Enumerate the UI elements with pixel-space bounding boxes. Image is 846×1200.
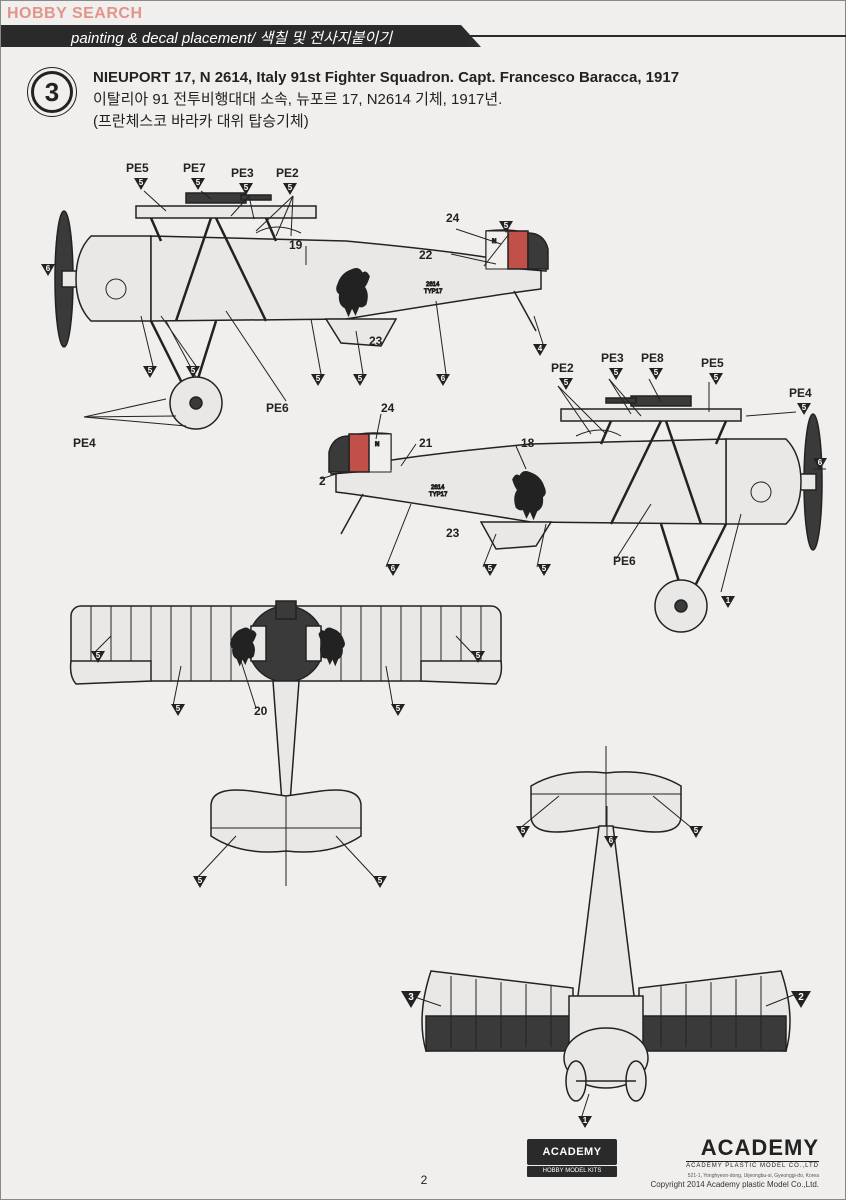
svg-text:TYP17: TYP17 (424, 289, 443, 295)
callout-label: 20 (254, 704, 267, 718)
callout-label: PE3 (601, 351, 624, 365)
callout-triangle: 5 (537, 564, 551, 576)
callout-label: 21 (419, 436, 432, 450)
watermark-main: HOBBY SEARCH (7, 5, 143, 23)
scheme-title-kr2: (프란체스코 바라카 대위 탑승기체) (93, 111, 679, 133)
scheme-number: 3 (31, 71, 73, 113)
callout-triangle: 5 (143, 366, 157, 378)
callout-triangle: 4 (533, 344, 547, 356)
callout-label: 24 (446, 211, 459, 225)
svg-text:TYP17: TYP17 (429, 492, 448, 498)
callout-label: PE5 (126, 161, 149, 175)
callout-triangle: 5 (239, 183, 253, 195)
callout-label: 22 (419, 248, 432, 262)
callout-triangle: 5 (134, 178, 148, 190)
callout-triangle: 5 (391, 704, 405, 716)
callout-triangle: 5 (609, 368, 623, 380)
footer-logo: ACADEMY (527, 1139, 617, 1165)
callout-triangle: 5 (499, 221, 513, 233)
callout-label: 23 (369, 334, 382, 348)
callout-label: 23 (446, 526, 459, 540)
callout-triangle: 5 (559, 378, 573, 390)
callout-label: PE2 (276, 166, 299, 180)
callout-triangle: 5 (91, 651, 105, 663)
callout-triangle: 6 (386, 564, 400, 576)
callout-label: PE2 (551, 361, 574, 375)
diagram-area: N (21, 156, 827, 1126)
callout-label: 19 (289, 238, 302, 252)
header-bar: painting & decal placement/ 색칠 및 전사지붙이기 (1, 25, 846, 49)
footer-page: 2 (1, 1173, 846, 1187)
footer-brand: ACADEMY (701, 1135, 819, 1161)
scheme-title-en: NIEUPORT 17, N 2614, Italy 91st Fighter … (93, 67, 679, 89)
callout-triangle: 5 (483, 564, 497, 576)
callout-triangle: 3 (401, 991, 421, 1008)
callout-label: PE8 (641, 351, 664, 365)
callout-label: PE4 (789, 386, 812, 400)
callout-label: PE7 (183, 161, 206, 175)
callout-triangle: 5 (171, 704, 185, 716)
plane-bottom-view (371, 736, 841, 1136)
callout-triangle: 1 (578, 1116, 592, 1128)
svg-text:2614: 2614 (431, 485, 445, 491)
callout-label: PE6 (266, 401, 289, 415)
callout-label: PE4 (73, 436, 96, 450)
callout-label: PE3 (231, 166, 254, 180)
callout-triangle: 5 (689, 826, 703, 838)
callout-triangle: 5 (649, 368, 663, 380)
callout-triangle: 5 (516, 826, 530, 838)
callout-triangle: 5 (193, 876, 207, 888)
callout-triangle: 5 (709, 373, 723, 385)
callout-triangle: 5 (471, 651, 485, 663)
callout-triangle: 5 (283, 183, 297, 195)
callout-triangle: 6 (41, 264, 55, 276)
callout-triangle: 5 (797, 403, 811, 415)
footer-brand-sub: ACADEMY PLASTIC MODEL CO.,LTD (686, 1161, 819, 1169)
callout-label: PE6 (613, 554, 636, 568)
callout-label: 24 (381, 401, 394, 415)
callout-triangle: 6 (813, 458, 827, 470)
svg-text:2614: 2614 (426, 282, 440, 288)
callout-label: 2 (319, 474, 326, 488)
callout-triangle: 1 (721, 596, 735, 608)
callout-triangle: 5 (191, 178, 205, 190)
callout-triangle: 6 (604, 836, 618, 848)
callout-triangle: 2 (791, 991, 811, 1008)
svg-text:N: N (375, 442, 379, 448)
callout-label: 18 (521, 436, 534, 450)
scheme-title-kr1: 이탈리아 91 전투비행대대 소속, 뉴포르 17, N2614 기체, 191… (93, 89, 679, 111)
callout-label: PE5 (701, 356, 724, 370)
callout-triangle: 5 (186, 366, 200, 378)
header-title: painting & decal placement/ 색칠 및 전사지붙이기 (71, 27, 392, 48)
